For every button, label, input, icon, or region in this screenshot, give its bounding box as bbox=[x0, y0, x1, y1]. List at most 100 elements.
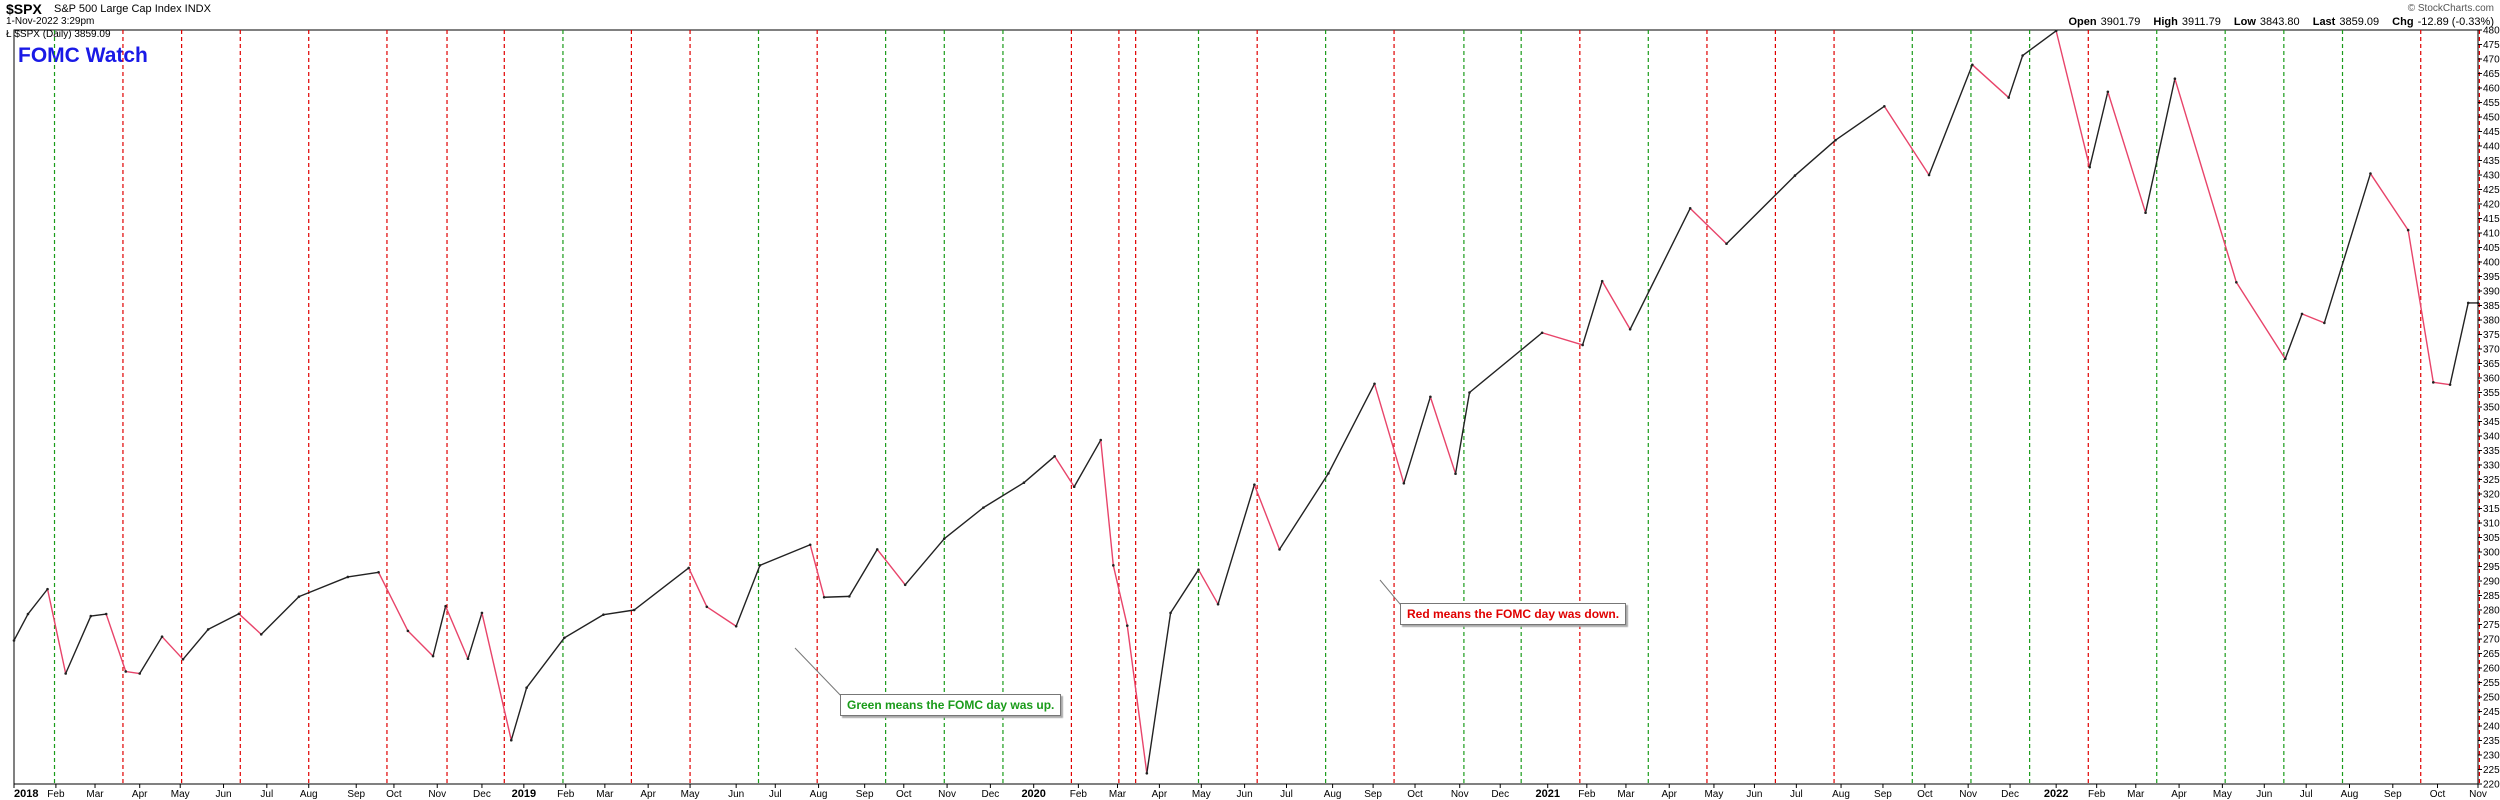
y-tick-label: 3150 bbox=[2483, 504, 2500, 515]
y-tick-label: 2700 bbox=[2483, 635, 2500, 646]
price-point bbox=[563, 636, 566, 640]
y-tick-label: 3700 bbox=[2483, 345, 2500, 356]
price-point bbox=[1125, 624, 1129, 627]
x-tick-label: Aug bbox=[2341, 789, 2359, 800]
y-tick-label: 3800 bbox=[2483, 316, 2500, 327]
y-tick-label: 3950 bbox=[2483, 272, 2500, 283]
y-tick-label: 4250 bbox=[2483, 185, 2500, 196]
y-tick-label: 2800 bbox=[2483, 606, 2500, 617]
price-point bbox=[1468, 391, 1471, 394]
price-point bbox=[2235, 281, 2238, 284]
price-segment bbox=[904, 537, 945, 586]
price-point bbox=[2432, 381, 2435, 384]
y-tick-label: 2200 bbox=[2483, 780, 2500, 791]
y-tick-label: 2450 bbox=[2483, 707, 2500, 718]
price-point bbox=[181, 658, 185, 661]
x-tick-label: Aug bbox=[810, 789, 828, 800]
y-tick-label: 3100 bbox=[2483, 519, 2500, 530]
x-tick-label: May bbox=[681, 789, 700, 800]
price-segment bbox=[444, 605, 469, 660]
x-tick-label: Jun bbox=[215, 789, 231, 800]
price-segment bbox=[1197, 568, 1219, 605]
price-segment bbox=[481, 612, 512, 741]
y-tick-label: 3350 bbox=[2483, 446, 2500, 457]
price-point bbox=[1278, 548, 1281, 551]
price-segment bbox=[2407, 229, 2435, 384]
x-tick-label: Apr bbox=[640, 789, 656, 800]
price-segment bbox=[1468, 332, 1543, 394]
x-tick-label: Apr bbox=[1152, 789, 1168, 800]
price-point bbox=[377, 571, 380, 574]
price-point bbox=[89, 614, 93, 618]
y-tick-label: 2900 bbox=[2483, 577, 2500, 588]
y-tick-label: 2750 bbox=[2483, 620, 2500, 631]
price-segment bbox=[1373, 383, 1405, 484]
price-point bbox=[2173, 77, 2177, 81]
y-tick-label: 4100 bbox=[2483, 229, 2500, 240]
y-tick-label: 4700 bbox=[2483, 55, 2500, 66]
y-tick-label: 4400 bbox=[2483, 142, 2500, 153]
price-point bbox=[1793, 174, 1797, 177]
y-tick-label: 2400 bbox=[2483, 722, 2500, 733]
red-annotation: Red means the FOMC day was down. bbox=[1400, 603, 1627, 625]
x-tick-label: Nov bbox=[1959, 789, 1977, 800]
x-tick-label: May bbox=[2213, 789, 2232, 800]
x-tick-label: Jul bbox=[260, 789, 273, 800]
watermark[interactable]: © StockCharts.com bbox=[2407, 3, 2494, 14]
price-segment bbox=[2449, 302, 2469, 386]
x-tick-label: Sep bbox=[347, 789, 365, 800]
price-point bbox=[2106, 90, 2110, 94]
price-point bbox=[1072, 485, 1076, 489]
price-segment bbox=[525, 637, 566, 689]
price-point bbox=[1402, 481, 1406, 485]
price-segment bbox=[207, 613, 240, 631]
price-point bbox=[124, 670, 128, 673]
price-segment bbox=[1971, 64, 2010, 99]
x-tick-label: May bbox=[1704, 789, 1723, 800]
price-segment bbox=[1928, 64, 1974, 176]
last-label: Last bbox=[2312, 16, 2336, 28]
price-point bbox=[1725, 242, 1728, 246]
y-tick-label: 2650 bbox=[2483, 649, 2500, 660]
price-point bbox=[237, 612, 241, 616]
timestamp: 1-Nov-2022 3:29pm bbox=[6, 16, 95, 27]
price-point bbox=[2021, 54, 2024, 57]
y-tick-label: 4500 bbox=[2483, 113, 2500, 124]
price-segment bbox=[139, 635, 163, 675]
price-segment bbox=[64, 615, 92, 675]
price-segment bbox=[759, 544, 811, 567]
price-segment bbox=[1429, 396, 1457, 475]
price-segment bbox=[1834, 105, 1886, 141]
open-value: 3901.79 bbox=[2100, 16, 2141, 28]
price-point bbox=[1327, 472, 1330, 475]
price-point bbox=[848, 595, 851, 598]
x-tick-label: Mar bbox=[596, 789, 614, 800]
x-tick-label: Sep bbox=[856, 789, 874, 800]
x-tick-label: Apr bbox=[132, 789, 148, 800]
x-tick-label: Apr bbox=[2171, 789, 2187, 800]
x-tick-label: Jul bbox=[1790, 789, 1803, 800]
x-tick-label: Mar bbox=[86, 789, 104, 800]
x-tick-label: Jul bbox=[2300, 789, 2313, 800]
price-segment bbox=[2323, 172, 2372, 324]
price-segment bbox=[1601, 280, 1631, 330]
y-tick-label: 2300 bbox=[2483, 751, 2500, 762]
price-point bbox=[1197, 568, 1200, 571]
price-segment bbox=[467, 612, 483, 660]
price-segment bbox=[1023, 455, 1056, 484]
x-tick-label: Sep bbox=[1364, 789, 1382, 800]
price-segment bbox=[848, 548, 878, 598]
price-point bbox=[1099, 438, 1103, 442]
price-segment bbox=[2369, 172, 2409, 231]
x-tick-label: 2022 bbox=[2044, 788, 2068, 800]
price-segment bbox=[238, 613, 262, 636]
x-tick-label: Dec bbox=[473, 789, 491, 800]
price-segment bbox=[298, 576, 349, 598]
y-tick-label: 3300 bbox=[2483, 461, 2500, 472]
symbol: $SPX bbox=[6, 1, 42, 17]
symbol-description: S&P 500 Large Cap Index INDX bbox=[54, 3, 211, 15]
x-tick-label: Jul bbox=[1280, 789, 1293, 800]
y-tick-label: 4050 bbox=[2483, 243, 2500, 254]
x-tick-label: Dec bbox=[1491, 789, 1509, 800]
